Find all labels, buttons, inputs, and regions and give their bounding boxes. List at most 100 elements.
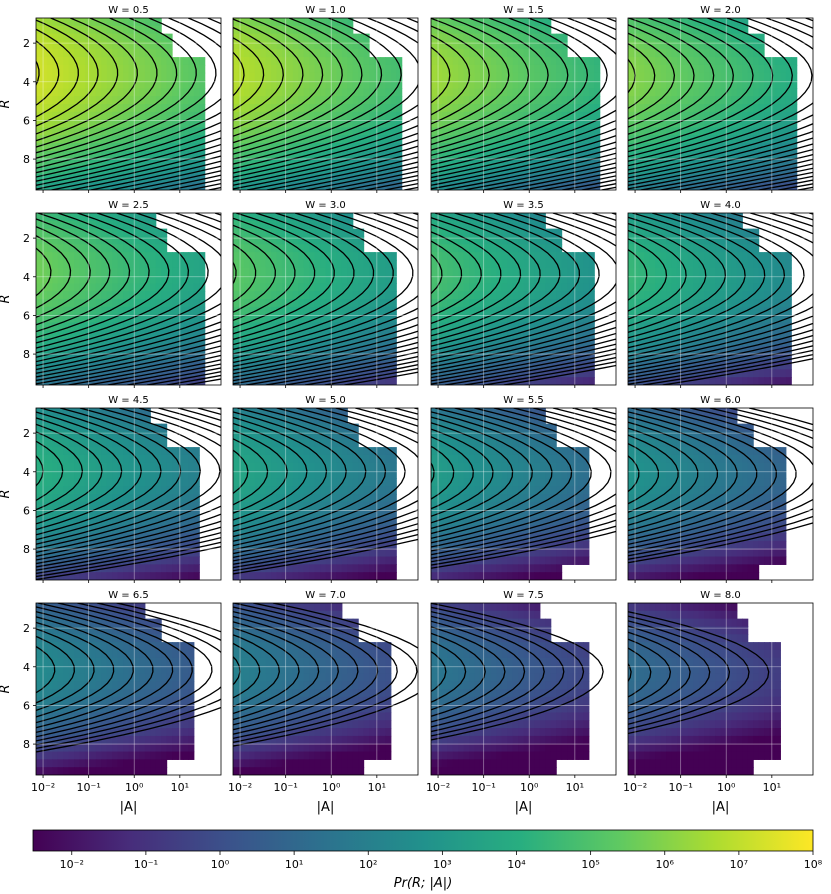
- heatmap-cell: [431, 322, 438, 331]
- heatmap-cell: [358, 33, 365, 43]
- heatmap-cell: [534, 18, 541, 27]
- heatmap-cell: [369, 64, 376, 74]
- heatmap-cell: [682, 236, 689, 245]
- heatmap-cell: [485, 306, 492, 316]
- heatmap-cell: [550, 41, 557, 50]
- heatmap-cell: [363, 49, 370, 58]
- heatmap-cell: [501, 267, 508, 277]
- heatmap-cell: [36, 104, 43, 113]
- heatmap-cell: [693, 64, 700, 74]
- heatmap-cell: [46, 369, 53, 378]
- heatmap-cell: [583, 252, 590, 261]
- heatmap-cell: [193, 64, 200, 74]
- heatmap-cell: [172, 306, 179, 316]
- heatmap-cell: [358, 353, 365, 363]
- heatmap-cell: [336, 267, 343, 277]
- heatmap-cell: [199, 111, 206, 121]
- heatmap-cell: [785, 72, 792, 82]
- heatmap-cell: [501, 127, 508, 136]
- heatmap-cell: [545, 18, 552, 27]
- heatmap-cell: [512, 135, 519, 144]
- heatmap-cell: [447, 174, 454, 183]
- heatmap-cell: [545, 244, 552, 253]
- heatmap-cell: [720, 88, 727, 97]
- heatmap-cell: [463, 306, 470, 316]
- heatmap-cell: [572, 291, 579, 300]
- heatmap-cell: [95, 25, 102, 35]
- heatmap-cell: [550, 158, 557, 168]
- heatmap-cell: [150, 345, 157, 355]
- heatmap-cell: [155, 236, 162, 245]
- heatmap-cell: [655, 119, 662, 129]
- heatmap-cell: [545, 353, 552, 363]
- heatmap-cell: [68, 275, 75, 284]
- heatmap-cell: [507, 213, 514, 222]
- heatmap-cell: [238, 369, 245, 378]
- heatmap-cell: [249, 267, 256, 277]
- heatmap-cell: [101, 252, 108, 261]
- heatmap-cell: [479, 267, 487, 277]
- heatmap-cell: [638, 259, 645, 269]
- heatmap-cell: [682, 220, 689, 230]
- heatmap-cell: [117, 33, 124, 43]
- heatmap-cell: [133, 369, 140, 378]
- heatmap-cell: [41, 259, 48, 269]
- heatmap-cell: [112, 322, 119, 331]
- heatmap-cell: [463, 158, 470, 168]
- contour-line: [431, 135, 616, 183]
- heatmap-cell: [447, 49, 454, 58]
- heatmap-cell: [458, 361, 465, 370]
- panel-frame: [627, 17, 814, 191]
- heatmap-cell: [452, 228, 459, 238]
- heatmap-cell: [447, 322, 454, 331]
- heatmap-cell: [431, 18, 438, 27]
- heatmap-cell: [463, 361, 470, 370]
- heatmap-cell: [469, 57, 476, 66]
- heatmap-cell: [567, 259, 574, 269]
- heatmap-cell: [166, 275, 173, 284]
- heatmap-cell: [561, 64, 568, 74]
- heatmap-cell: [238, 33, 245, 43]
- heatmap-cell: [166, 127, 173, 136]
- heatmap-cell: [758, 104, 765, 113]
- heatmap-cell: [736, 220, 743, 230]
- heatmap-cell: [479, 353, 487, 363]
- heatmap-cell: [539, 158, 546, 168]
- heatmap-cell: [358, 228, 365, 238]
- heatmap-cell: [731, 244, 738, 253]
- heatmap-cell: [374, 345, 381, 355]
- heatmap-cell: [144, 361, 151, 370]
- heatmap-cell: [485, 96, 492, 105]
- heatmap-cell: [390, 174, 397, 183]
- heatmap-cell: [41, 111, 48, 121]
- heatmap-cell: [265, 41, 272, 50]
- heatmap-cell: [469, 49, 476, 58]
- heatmap-cell: [182, 338, 189, 347]
- heatmap-cell: [276, 353, 283, 363]
- heatmap-cell: [436, 345, 443, 355]
- heatmap-cell: [660, 150, 667, 160]
- heatmap-cell: [545, 166, 552, 175]
- heatmap-cell: [254, 18, 261, 27]
- heatmap-cell: [474, 267, 481, 277]
- panels: W = 0.52468RW = 1.0W = 1.5W = 2.0W = 2.5…: [0, 5, 814, 815]
- heatmap-cell: [63, 41, 70, 50]
- heatmap-cell: [676, 80, 684, 89]
- heatmap-cell: [177, 338, 184, 347]
- heatmap-cell: [95, 174, 102, 183]
- heatmap-cell: [385, 306, 392, 316]
- heatmap-cell: [638, 33, 645, 43]
- heatmap-cell: [660, 41, 667, 50]
- heatmap-cell: [101, 72, 108, 82]
- heatmap-cell: [128, 306, 135, 316]
- heatmap-cell: [687, 57, 694, 66]
- heatmap-cell: [182, 361, 189, 370]
- heatmap-cell: [90, 111, 97, 121]
- heatmap-cell: [112, 228, 119, 238]
- heatmap-cell: [512, 166, 519, 175]
- heatmap-cell: [431, 244, 438, 253]
- heatmap-cell: [63, 369, 70, 378]
- heatmap-cell: [644, 127, 651, 136]
- heatmap-cell: [150, 18, 157, 27]
- heatmap-cell: [271, 267, 278, 277]
